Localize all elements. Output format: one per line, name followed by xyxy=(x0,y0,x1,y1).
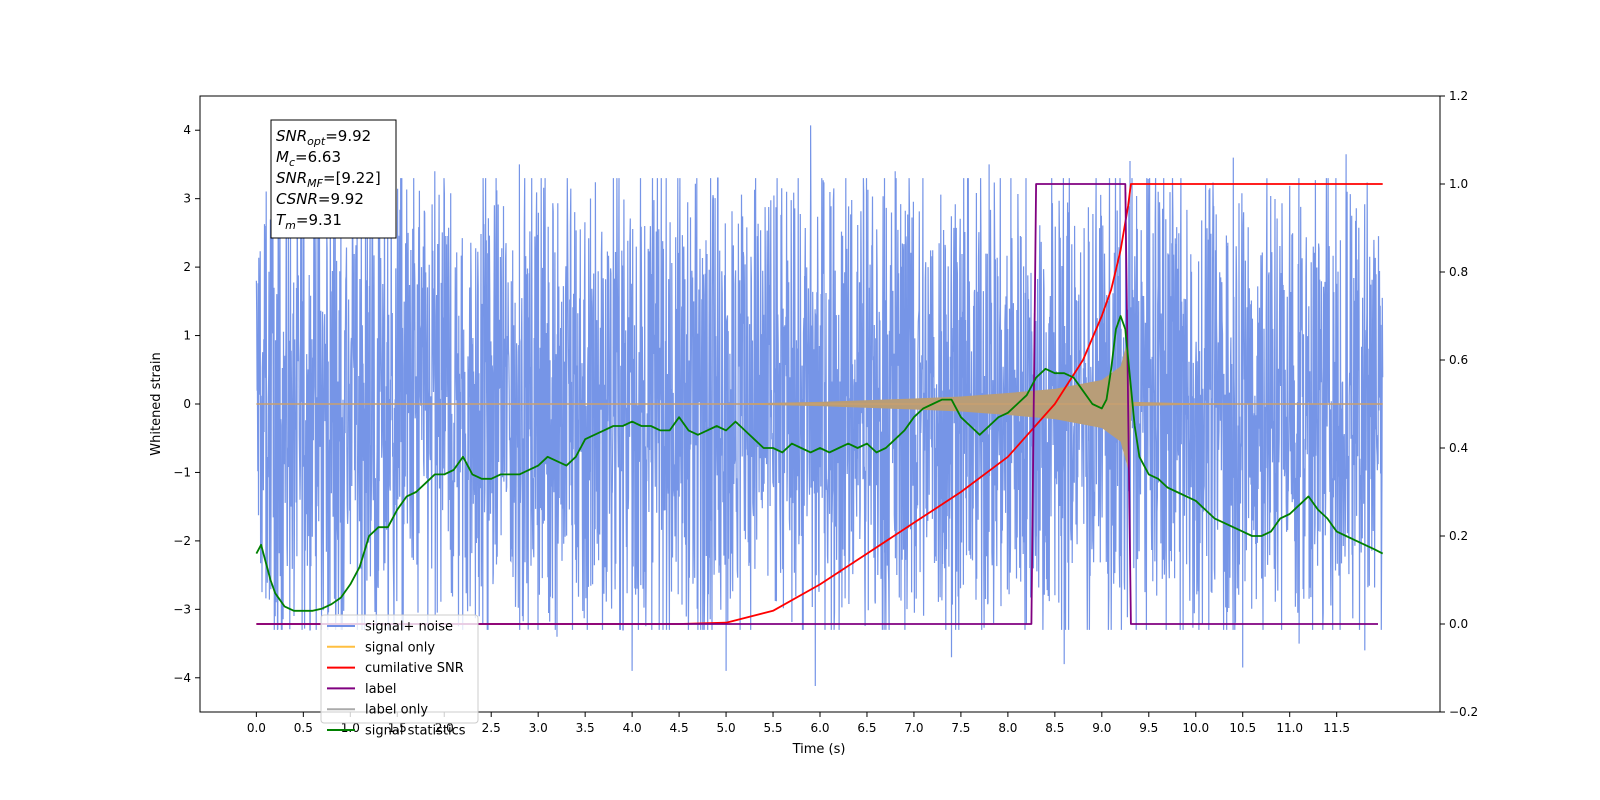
annotation-line: Mc=6.63 xyxy=(276,148,341,169)
legend-entry-label: signal statistics xyxy=(365,724,466,739)
y2-tick-label: 0.4 xyxy=(1449,441,1468,455)
x-tick-label: 1.0 xyxy=(341,721,360,735)
x-tick-label: 4.5 xyxy=(670,721,689,735)
x-tick-label: 0.5 xyxy=(294,721,313,735)
y2-tick-label: 0.0 xyxy=(1449,617,1468,631)
legend-entry-label: label xyxy=(365,682,396,697)
x-tick-label: 7.0 xyxy=(904,721,923,735)
y2-tick-label: −0.2 xyxy=(1449,705,1478,719)
y2-tick-label: 0.8 xyxy=(1449,265,1468,279)
annotation-line: CSNR=9.92 xyxy=(276,190,364,208)
series-cumilative-snr xyxy=(256,183,1383,625)
y-tick-label: −3 xyxy=(173,602,191,616)
y-tick-label: −1 xyxy=(173,465,191,479)
plot-marks xyxy=(255,125,1384,687)
x-tick-label: 4.0 xyxy=(623,721,642,735)
y-axis-label: Whitened strain xyxy=(149,352,164,455)
x-axis-label: Time (s) xyxy=(792,742,846,757)
x-tick-label: 6.5 xyxy=(857,721,876,735)
annotation-line: SNRMF=[9.22] xyxy=(276,169,381,190)
x-tick-label: 10.0 xyxy=(1182,721,1209,735)
x-tick-label: 3.0 xyxy=(529,721,548,735)
y-axis-right: 1.2 1.0 0.8 0.6 0.4 0.2 0.0 −0.2 xyxy=(1440,89,1478,719)
annotation-line: SNRopt=9.92 xyxy=(276,127,371,148)
x-tick-label: 11.0 xyxy=(1276,721,1303,735)
legend: signal+ noise signal only cumilative SNR la… xyxy=(320,614,479,739)
x-tick-label: 5.0 xyxy=(717,721,736,735)
y2-tick-label: 1.2 xyxy=(1449,89,1468,103)
x-tick-label: 7.5 xyxy=(951,721,970,735)
y-tick-label: 2 xyxy=(183,260,191,274)
x-tick-label: 5.5 xyxy=(763,721,782,735)
x-tick-label: 1.5 xyxy=(388,721,407,735)
series-signal-noise xyxy=(255,125,1384,687)
legend-entry-label: cumilative SNR xyxy=(365,661,464,676)
annotation-frame xyxy=(270,119,397,239)
x-tick-label: 9.0 xyxy=(1092,721,1111,735)
x-tick-label: 8.5 xyxy=(1045,721,1064,735)
x-axis: 0.0 0.5 1.0 1.5 2.0 2.5 3.0 3.5 4.0 4.5 5.0 5.5 6.0 6… xyxy=(247,712,1350,735)
x-tick-label: 6.0 xyxy=(810,721,829,735)
y2-tick-label: 0.2 xyxy=(1449,529,1468,543)
legend-entry-label: label only xyxy=(365,703,428,718)
series-label xyxy=(256,183,1378,625)
x-tick-label: 2.5 xyxy=(482,721,501,735)
y2-tick-label: 0.6 xyxy=(1449,353,1468,367)
y-tick-label: 1 xyxy=(183,329,191,343)
y-tick-label: 3 xyxy=(183,192,191,206)
annotation-line: Tm=9.31 xyxy=(276,211,342,232)
legend-entry-label: signal+ noise xyxy=(365,620,453,635)
x-tick-label: 0.0 xyxy=(247,721,266,735)
x-tick-label: 8.0 xyxy=(998,721,1017,735)
x-tick-label: 3.5 xyxy=(576,721,595,735)
y2-tick-label: 1.0 xyxy=(1449,177,1468,191)
x-tick-label: 2.0 xyxy=(435,721,454,735)
x-tick-label: 10.5 xyxy=(1229,721,1256,735)
legend-entry-label: signal only xyxy=(365,640,435,655)
y-tick-label: 0 xyxy=(183,397,191,411)
y-tick-label: −4 xyxy=(173,671,191,685)
x-tick-label: 11.5 xyxy=(1323,721,1350,735)
series-signal-statistics xyxy=(255,315,1384,612)
y-tick-label: −2 xyxy=(173,534,191,548)
legend-frame xyxy=(320,614,479,724)
y-axis-left: 4 3 2 1 0 −1 −2 −3 −4 xyxy=(173,123,200,685)
y-tick-label: 4 xyxy=(183,123,191,137)
x-tick-label: 9.5 xyxy=(1139,721,1158,735)
